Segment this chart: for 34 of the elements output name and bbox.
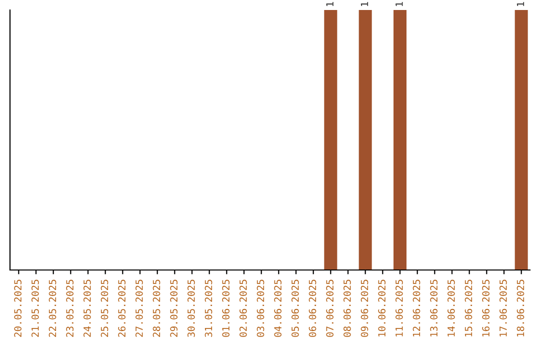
x-tick-label: 01.06.2025 bbox=[222, 280, 230, 337]
x-tick-label: 30.05.2025 bbox=[187, 280, 195, 337]
x-tick-label: 05.06.2025 bbox=[291, 280, 299, 337]
data-label: 1 bbox=[360, 2, 368, 6]
x-tick-label: 28.05.2025 bbox=[152, 280, 160, 337]
x-tick-label: 17.06.2025 bbox=[499, 280, 507, 336]
x-tick-label: 29.05.2025 bbox=[170, 280, 178, 337]
x-tick-label: 06.06.2025 bbox=[308, 280, 316, 337]
x-tick-label: 24.05.2025 bbox=[83, 280, 91, 337]
x-tick-label: 03.06.2025 bbox=[256, 280, 264, 337]
x-tick-label: 12.06.2025 bbox=[412, 280, 420, 336]
x-tick-label: 13.06.2025 bbox=[430, 280, 438, 336]
x-tick-label: 16.06.2025 bbox=[482, 280, 490, 336]
x-tick-label: 27.05.2025 bbox=[135, 280, 143, 337]
x-tick-label: 25.05.2025 bbox=[100, 280, 108, 337]
x-tick-label: 20.05.2025 bbox=[14, 280, 22, 337]
data-label: 1 bbox=[516, 2, 524, 6]
x-tick-label: 21.05.2025 bbox=[31, 280, 39, 337]
x-tick-label: 08.06.2025 bbox=[343, 280, 351, 337]
x-tick-label: 23.05.2025 bbox=[66, 280, 74, 337]
x-tick-label: 26.05.2025 bbox=[118, 280, 126, 337]
x-tick-label: 15.06.2025 bbox=[464, 280, 472, 336]
data-label: 1 bbox=[396, 2, 403, 6]
x-tick-label: 22.05.2025 bbox=[48, 280, 56, 337]
x-tick-label: 18.06.2025 bbox=[516, 280, 524, 336]
x-tick-label: 10.06.2025 bbox=[378, 280, 386, 336]
data-label: 1 bbox=[326, 2, 334, 6]
x-tick-label: 07.06.2025 bbox=[326, 280, 334, 337]
x-tick-label: 02.06.2025 bbox=[239, 280, 247, 337]
x-tick-label: 09.06.2025 bbox=[360, 280, 368, 337]
x-tick-label: 11.06.2025 bbox=[395, 280, 403, 336]
x-tick-label: 14.06.2025 bbox=[447, 280, 455, 336]
x-tick-label: 04.06.2025 bbox=[274, 280, 282, 337]
x-tick-label: 31.05.2025 bbox=[204, 280, 212, 337]
